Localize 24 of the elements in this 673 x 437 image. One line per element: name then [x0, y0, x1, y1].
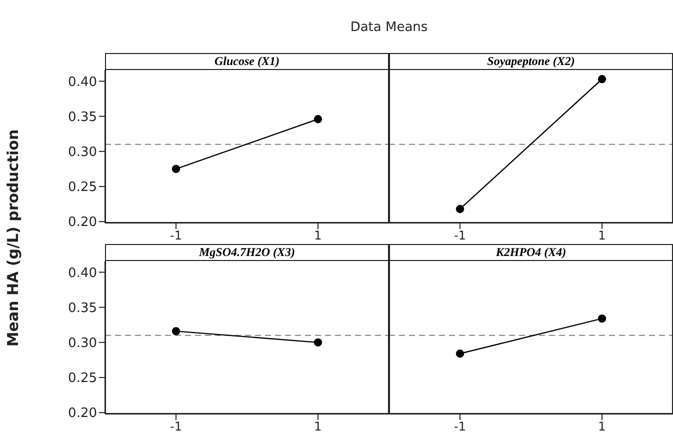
text: Data Means: [349, 20, 429, 35]
x-tick-label: -1: [454, 228, 466, 243]
x-tick-label: -1: [170, 420, 182, 434]
chart-title: K2HPO4 (X4): [389, 244, 673, 261]
x-tick-label: -1: [170, 228, 182, 243]
y-tick-label: 0.40: [68, 266, 97, 281]
y-tick-label: 0.25: [68, 180, 97, 196]
y-tick-label: 0.30: [68, 336, 97, 352]
y-axis-title: Mean HA (g/L) production: [4, 129, 22, 347]
chart-title: MgSO4.7H2O (X3): [105, 244, 389, 261]
chart-title: Soyapeptone (X2): [389, 53, 673, 70]
x-tick-label: 1: [598, 420, 606, 434]
y-tick-label: 0.35: [68, 300, 97, 316]
y-tick-label: 0.25: [68, 371, 97, 386]
y-tick-label: 0.35: [68, 110, 97, 125]
y-tick-label: 0.40: [68, 74, 97, 90]
x-tick-label: 1: [314, 420, 322, 434]
y-tick-label: 0.20: [68, 215, 97, 230]
x-tick-label: 1: [314, 228, 322, 243]
x-tick-label: -1: [454, 420, 466, 434]
x-tick-label: 1: [598, 228, 606, 243]
chart-title: Glucose (X1): [105, 53, 389, 70]
y-tick-label: 0.30: [68, 145, 97, 160]
y-tick-label: 0.20: [68, 406, 97, 422]
